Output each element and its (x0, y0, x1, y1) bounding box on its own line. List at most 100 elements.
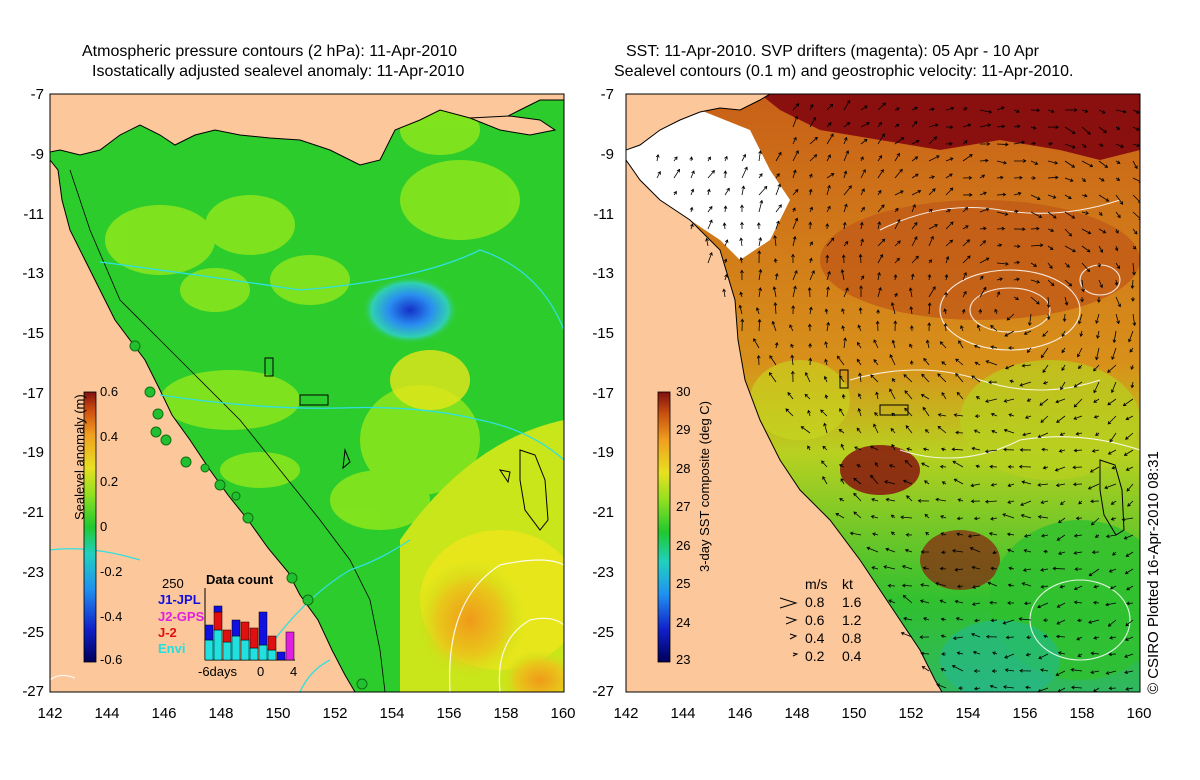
velocity-arrow (707, 205, 713, 213)
vel-row-ms: 0.4 (805, 630, 825, 646)
velocity-arrow (740, 269, 744, 281)
velocity-arrow (1004, 653, 1015, 659)
velocity-arrow (922, 566, 930, 571)
left-lat-tick: -11 (23, 206, 44, 223)
sst-colorbar-label: 3-day SST composite (deg C) (697, 401, 712, 572)
hist-axis-zero: 0 (257, 664, 265, 679)
velocity-arrow (1013, 209, 1019, 214)
velocity-arrow (826, 173, 835, 179)
velocity-arrow (988, 380, 998, 385)
velocity-arrow (835, 513, 845, 519)
velocity-arrow (979, 207, 990, 213)
velocity-arrow (975, 464, 981, 469)
left-reefs (264, 357, 549, 531)
velocity-arrow (952, 460, 964, 468)
velocity-arrow (840, 478, 845, 485)
velocity-arrow (1040, 584, 1049, 589)
velocity-arrow (962, 290, 967, 298)
velocity-arrow (1115, 228, 1119, 234)
velocity-arrow (1056, 534, 1066, 541)
velocity-arrow (1105, 534, 1117, 539)
velocity-arrow (954, 599, 964, 604)
velocity-arrow (945, 157, 954, 162)
velocity-arrow (1091, 449, 1100, 453)
velocity-arrow (740, 221, 744, 230)
velocity-arrow (1055, 398, 1066, 404)
velocity-arrow (856, 358, 862, 366)
velocity-arrow (775, 173, 780, 179)
velocity-arrow (990, 412, 998, 417)
velocity-arrow (792, 150, 799, 162)
velocity-arrow (809, 154, 818, 162)
velocity-arrow (1002, 685, 1015, 689)
hist-axis-end: 4 (290, 664, 298, 679)
velocity-arrow (955, 430, 964, 435)
velocity-arrow (839, 408, 845, 417)
velocity-arrow (757, 318, 762, 332)
velocity-arrow (843, 241, 849, 247)
velocity-arrow (1013, 191, 1022, 196)
velocity-arrow (923, 617, 930, 621)
velocity-arrow (927, 302, 932, 315)
velocity-arrow (1115, 160, 1121, 164)
left-lon-tick: 146 (151, 705, 177, 722)
velocity-arrow (1107, 619, 1117, 627)
velocity-arrow (1030, 211, 1043, 219)
velocity-arrow (1081, 193, 1088, 198)
velocity-arrow (922, 447, 930, 452)
velocity-arrows (655, 99, 1140, 692)
velocity-arrow (990, 325, 998, 332)
velocity-arrow (1005, 635, 1015, 640)
velocity-arrow (908, 287, 913, 298)
velocity-arrow (755, 307, 760, 315)
velocity-arrow (858, 307, 863, 315)
left-lon-tick: 158 (493, 705, 519, 722)
velocity-arrow (1047, 245, 1054, 251)
velocity-arrow (775, 204, 782, 213)
velocity-arrow (973, 686, 981, 691)
velocity-arrow (823, 375, 828, 383)
velocity-arrow (1096, 330, 1100, 339)
right-lat-tick: -23 (592, 564, 614, 581)
velocity-arrow (826, 103, 834, 111)
velocity-arrow (756, 354, 761, 366)
velocity-arrow (1132, 262, 1136, 276)
velocity-arrow (809, 136, 818, 145)
velocity-arrow (775, 183, 782, 196)
velocity-arrow (1030, 126, 1037, 130)
velocity-arrow (894, 136, 905, 145)
velocity-arrow (758, 173, 763, 179)
right-lat-tick: -15 (592, 325, 614, 342)
velocity-arrow (824, 358, 828, 366)
left-lon-tick: 152 (322, 705, 348, 722)
velocity-arrow (807, 409, 811, 417)
velocity-arrow (904, 407, 913, 417)
velocity-arrow (758, 287, 762, 298)
velocity-arrow (877, 169, 884, 179)
velocity-arrow (1073, 585, 1083, 591)
velocity-arrow (1108, 686, 1117, 691)
sla-cbar-tick: 0.4 (100, 429, 119, 444)
velocity-arrow (1081, 245, 1091, 253)
velocity-arrow (841, 325, 845, 332)
velocity-arrow (1124, 636, 1134, 641)
velocity-arrow (979, 240, 987, 247)
velocity-arrow (826, 184, 831, 196)
velocity-arrow (1030, 160, 1039, 165)
velocity-arrow (945, 221, 954, 230)
velocity-arrow (985, 360, 998, 366)
velocity-arrow (928, 136, 938, 145)
velocity-arrow (1039, 398, 1049, 406)
velocity-arrow (1047, 141, 1053, 146)
velocity-arrow (1024, 415, 1032, 419)
velocity-arrow (890, 302, 896, 315)
velocity-arrow (1007, 583, 1015, 588)
velocity-arrow (911, 156, 919, 162)
velocity-arrow (1109, 635, 1117, 640)
velocity-arrow (1043, 634, 1049, 639)
velocity-arrow (1081, 177, 1086, 183)
velocity-arrow (979, 275, 984, 281)
velocity-arrow (758, 268, 763, 281)
velocity-arrow (1030, 141, 1037, 146)
velocity-arrow (1019, 381, 1032, 387)
